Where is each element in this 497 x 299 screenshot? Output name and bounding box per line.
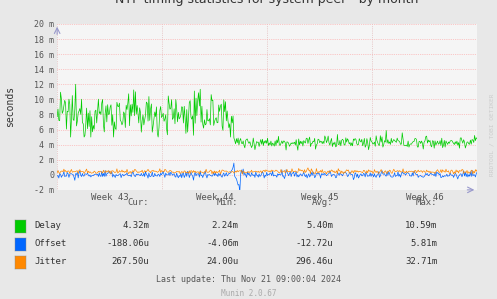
Text: NTP timing statistics for system peer - by month: NTP timing statistics for system peer - … (115, 0, 419, 6)
Text: Last update: Thu Nov 21 09:00:04 2024: Last update: Thu Nov 21 09:00:04 2024 (156, 275, 341, 284)
Text: Offset: Offset (35, 239, 67, 248)
Text: seconds: seconds (5, 86, 15, 127)
Text: 2.24m: 2.24m (212, 221, 239, 230)
Text: 5.81m: 5.81m (411, 239, 437, 248)
Text: 267.50u: 267.50u (111, 257, 149, 266)
Text: Cur:: Cur: (128, 198, 149, 207)
Text: Min:: Min: (217, 198, 239, 207)
Text: 4.32m: 4.32m (122, 221, 149, 230)
Text: -12.72u: -12.72u (295, 239, 333, 248)
Text: Delay: Delay (35, 221, 62, 230)
Text: 296.46u: 296.46u (295, 257, 333, 266)
Text: 32.71m: 32.71m (405, 257, 437, 266)
Text: Max:: Max: (416, 198, 437, 207)
Text: -188.06u: -188.06u (106, 239, 149, 248)
Text: 10.59m: 10.59m (405, 221, 437, 230)
Text: Munin 2.0.67: Munin 2.0.67 (221, 289, 276, 298)
Text: Avg:: Avg: (312, 198, 333, 207)
Text: Jitter: Jitter (35, 257, 67, 266)
Text: -4.06m: -4.06m (206, 239, 239, 248)
Text: 24.00u: 24.00u (206, 257, 239, 266)
Text: 5.40m: 5.40m (306, 221, 333, 230)
Text: RRDTOOL / TOBI OETIKER: RRDTOOL / TOBI OETIKER (490, 93, 495, 176)
